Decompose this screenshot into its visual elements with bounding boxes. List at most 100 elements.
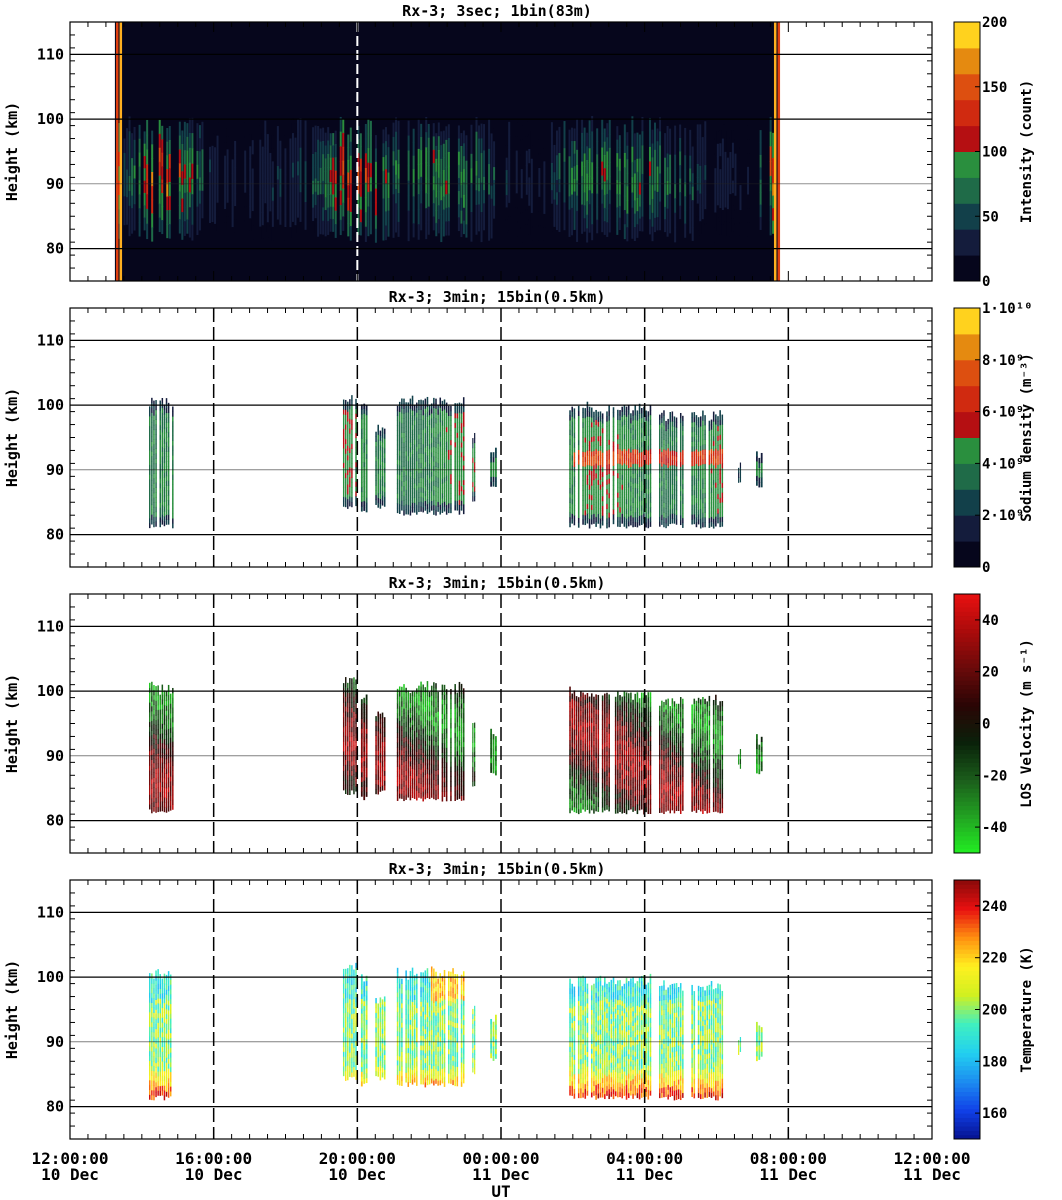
intensity-cell bbox=[573, 153, 576, 167]
data-cell bbox=[601, 486, 604, 492]
data-cell bbox=[155, 758, 157, 765]
data-cell bbox=[708, 454, 711, 460]
intensity-cell bbox=[648, 161, 651, 177]
data-cell bbox=[702, 459, 704, 465]
data-cell bbox=[619, 516, 621, 523]
data-cell bbox=[671, 508, 674, 514]
data-cell bbox=[634, 405, 637, 411]
intensity-cell bbox=[359, 145, 362, 160]
data-cell bbox=[634, 463, 637, 469]
data-cell bbox=[659, 458, 661, 464]
data-cell bbox=[721, 424, 724, 430]
intensity-cell bbox=[520, 139, 523, 156]
data-cell bbox=[151, 509, 153, 515]
intensity-cell bbox=[616, 139, 619, 154]
data-cell bbox=[151, 808, 153, 814]
data-cell bbox=[695, 507, 698, 513]
data-cell bbox=[375, 759, 377, 766]
data-cell bbox=[717, 498, 719, 504]
data-cell bbox=[418, 399, 420, 406]
data-cell bbox=[405, 712, 407, 718]
intensity-cell bbox=[374, 175, 377, 190]
data-cell bbox=[458, 485, 461, 491]
intensity-cell bbox=[123, 138, 126, 154]
data-cell bbox=[349, 418, 351, 424]
intensity-cell bbox=[312, 194, 315, 209]
data-cell bbox=[433, 397, 435, 404]
data-cell bbox=[715, 458, 717, 464]
data-cell bbox=[625, 411, 628, 417]
data-cell bbox=[665, 454, 667, 461]
data-cell bbox=[647, 513, 650, 519]
data-cell bbox=[345, 701, 347, 707]
data-cell bbox=[593, 508, 595, 515]
intensity-cell bbox=[508, 162, 511, 177]
intensity-cell bbox=[641, 216, 644, 232]
intensity-cell bbox=[618, 194, 621, 207]
intensity-cell bbox=[224, 169, 227, 183]
intensity-cell bbox=[462, 130, 465, 144]
data-cell bbox=[409, 697, 412, 704]
data-cell bbox=[151, 783, 153, 790]
data-cell bbox=[632, 434, 634, 440]
data-cell bbox=[409, 495, 412, 501]
data-cell bbox=[403, 703, 405, 709]
intensity-cell bbox=[478, 178, 481, 192]
data-cell bbox=[349, 760, 351, 766]
data-cell bbox=[418, 453, 420, 459]
data-cell bbox=[675, 456, 678, 462]
data-cell bbox=[379, 493, 382, 499]
data-cell bbox=[586, 474, 589, 480]
data-cell bbox=[355, 747, 357, 753]
data-cell bbox=[172, 697, 174, 703]
intensity-cell bbox=[603, 181, 606, 196]
data-cell bbox=[383, 482, 386, 488]
intensity-cell bbox=[276, 206, 279, 221]
intensity-cell bbox=[550, 203, 553, 218]
intensity-cell bbox=[384, 127, 387, 142]
data-cell bbox=[375, 441, 377, 447]
intensity-cell bbox=[314, 218, 317, 233]
data-cell bbox=[595, 487, 597, 493]
data-cell bbox=[351, 501, 353, 508]
data-cell bbox=[665, 479, 667, 485]
intensity-cell bbox=[264, 120, 267, 135]
intensity-cell bbox=[618, 170, 621, 183]
data-cell bbox=[167, 738, 170, 744]
data-cell bbox=[636, 429, 639, 436]
data-cell bbox=[619, 419, 621, 426]
data-cell bbox=[627, 521, 630, 527]
intensity-cell bbox=[480, 153, 483, 169]
intensity-cell bbox=[128, 146, 131, 162]
data-cell bbox=[151, 798, 153, 804]
intensity-cell bbox=[729, 180, 732, 195]
intensity-cell bbox=[387, 210, 390, 224]
intensity-cell bbox=[520, 154, 523, 170]
data-cell bbox=[375, 716, 377, 722]
data-cell bbox=[355, 413, 357, 419]
data-cell bbox=[586, 498, 589, 505]
intensity-cell bbox=[244, 192, 247, 208]
data-cell bbox=[409, 490, 412, 497]
data-cell bbox=[630, 456, 632, 463]
data-cell bbox=[159, 512, 161, 518]
data-cell bbox=[721, 438, 724, 445]
data-cell bbox=[599, 469, 602, 475]
data-cell bbox=[645, 502, 647, 509]
data-cell bbox=[663, 502, 665, 508]
intensity-cell bbox=[264, 134, 267, 149]
data-cell bbox=[155, 724, 157, 731]
data-cell bbox=[401, 788, 403, 795]
data-cell bbox=[363, 697, 366, 704]
data-cell bbox=[623, 414, 626, 420]
data-cell bbox=[426, 695, 429, 701]
intensity-cell bbox=[327, 153, 330, 168]
data-cell bbox=[418, 497, 420, 503]
data-cell bbox=[721, 516, 724, 522]
data-cell bbox=[377, 444, 380, 450]
data-cell bbox=[645, 497, 647, 504]
data-cell bbox=[347, 484, 349, 490]
data-cell bbox=[691, 470, 693, 476]
intensity-cell bbox=[631, 177, 634, 194]
data-cell bbox=[424, 745, 427, 751]
